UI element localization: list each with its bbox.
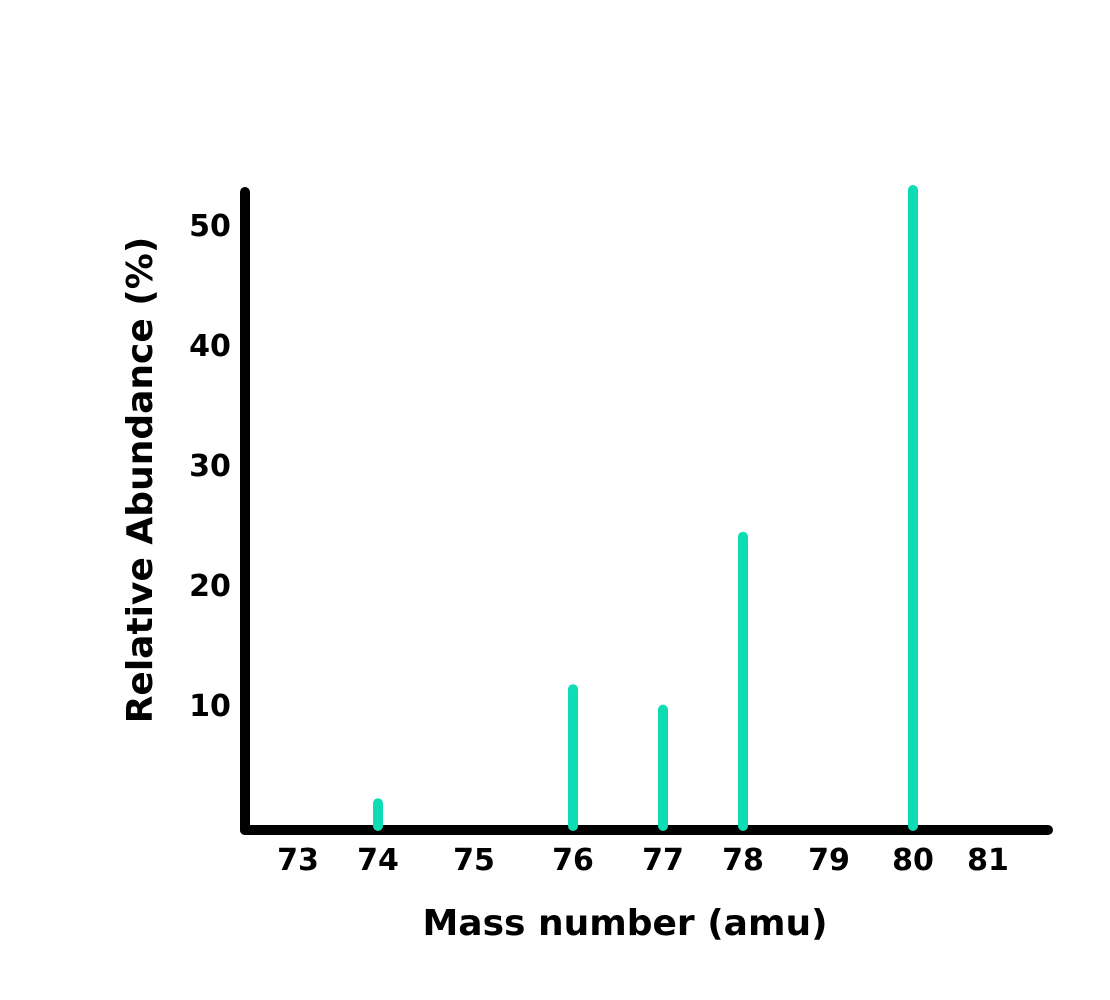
x-tick-label: 79 bbox=[808, 843, 850, 878]
x-tick-labels: 73 74 75 76 77 78 79 80 81 bbox=[277, 843, 1009, 878]
x-tick-label: 74 bbox=[357, 843, 399, 878]
x-tick-label: 77 bbox=[642, 843, 684, 878]
x-tick-label: 78 bbox=[722, 843, 764, 878]
y-tick-label: 40 bbox=[189, 329, 231, 364]
y-tick-label: 30 bbox=[189, 449, 231, 484]
x-tick-label: 80 bbox=[892, 843, 934, 878]
y-tick-labels: 10 20 30 40 50 bbox=[189, 209, 231, 724]
bars bbox=[373, 185, 918, 831]
y-tick-label: 10 bbox=[189, 689, 231, 724]
x-tick-label: 75 bbox=[453, 843, 495, 878]
axes bbox=[240, 187, 1053, 835]
y-tick-label: 20 bbox=[189, 569, 231, 604]
x-tick-label: 76 bbox=[552, 843, 594, 878]
y-axis-title: Relative Abundance (%) bbox=[120, 237, 161, 724]
x-tick-label: 73 bbox=[277, 843, 319, 878]
y-tick-label: 50 bbox=[189, 209, 231, 244]
x-axis-title: Mass number (amu) bbox=[422, 903, 827, 944]
x-tick-label: 81 bbox=[967, 843, 1009, 878]
